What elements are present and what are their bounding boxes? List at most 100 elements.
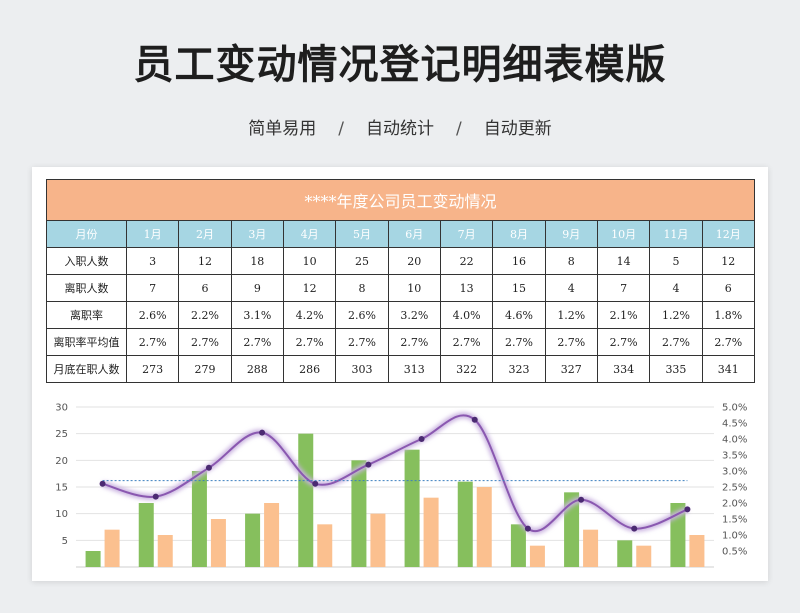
table-cell[interactable]: 15 [492,274,546,302]
table-cell[interactable]: 2.7% [596,328,651,356]
table-cell[interactable]: 16 [492,247,546,275]
rate-point[interactable] [99,480,106,487]
table-cell[interactable]: 334 [596,355,651,383]
table-cell[interactable]: 322 [439,355,494,383]
table-cell[interactable]: 2.7% [125,328,180,356]
table-cell[interactable]: 25 [335,247,389,275]
table-cell[interactable]: 12 [178,247,232,275]
table-cell[interactable]: 2.2% [178,301,232,329]
table-cell[interactable]: 2.7% [701,328,755,356]
hire-bar[interactable] [298,433,314,567]
month-header-label[interactable]: 月份 [46,220,127,248]
leave-bar[interactable] [157,535,173,567]
table-cell[interactable]: 2.7% [649,328,703,356]
row-label[interactable]: 离职率 [46,301,127,329]
row-label[interactable]: 离职人数 [46,274,127,302]
hire-bar[interactable] [564,492,580,567]
month-header-cell[interactable]: 7月 [439,220,494,248]
month-header-cell[interactable]: 12月 [701,220,755,248]
month-header-cell[interactable]: 10月 [596,220,651,248]
table-cell[interactable]: 3 [125,247,180,275]
table-cell[interactable]: 8 [544,247,598,275]
table-cell[interactable]: 286 [282,355,337,383]
leave-bar[interactable] [529,545,545,567]
rate-point[interactable] [578,496,585,503]
row-label[interactable]: 离职率平均值 [46,328,127,356]
table-cell[interactable]: 20 [387,247,441,275]
table-cell[interactable]: 5 [649,247,703,275]
table-cell[interactable]: 323 [492,355,546,383]
table-cell[interactable]: 12 [282,274,337,302]
table-cell[interactable]: 22 [439,247,494,275]
leave-bar[interactable] [583,529,599,567]
table-cell[interactable]: 3.2% [387,301,441,329]
month-header-cell[interactable]: 4月 [282,220,337,248]
table-cell[interactable]: 8 [335,274,389,302]
hire-bar[interactable] [138,503,154,567]
month-header-cell[interactable]: 3月 [230,220,284,248]
table-cell[interactable]: 7 [125,274,180,302]
leave-bar[interactable] [689,535,705,567]
leave-bar[interactable] [423,497,439,567]
hire-bar[interactable] [245,513,261,567]
hire-bar[interactable] [457,481,473,567]
month-header-cell[interactable]: 6月 [387,220,441,248]
rate-point[interactable] [471,416,478,423]
table-cell[interactable]: 7 [596,274,651,302]
rate-point[interactable] [259,429,266,436]
table-cell[interactable]: 12 [701,247,755,275]
table-cell[interactable]: 2.7% [178,328,232,356]
table-cell[interactable]: 313 [387,355,441,383]
leave-bar[interactable] [636,545,652,567]
row-label[interactable]: 入职人数 [46,247,127,275]
table-cell[interactable]: 2.1% [596,301,651,329]
leave-bar[interactable] [476,487,492,567]
table-cell[interactable]: 2.7% [439,328,494,356]
month-header-cell[interactable]: 8月 [492,220,546,248]
table-cell[interactable]: 14 [596,247,651,275]
rate-point[interactable] [365,461,372,468]
rate-point[interactable] [205,464,212,471]
leave-bar[interactable] [370,513,386,567]
month-header-cell[interactable]: 1月 [125,220,180,248]
table-cell[interactable]: 2.6% [335,301,389,329]
table-cell[interactable]: 4 [649,274,703,302]
leave-bar[interactable] [104,529,120,567]
table-cell[interactable]: 335 [649,355,703,383]
leave-bar[interactable] [264,503,280,567]
table-cell[interactable]: 2.7% [230,328,284,356]
table-cell[interactable]: 2.6% [125,301,180,329]
month-header-cell[interactable]: 2月 [178,220,232,248]
rate-point[interactable] [684,506,691,513]
rate-point[interactable] [631,525,638,532]
table-cell[interactable]: 341 [701,355,755,383]
hire-bar[interactable] [510,524,526,567]
table-cell[interactable]: 3.1% [230,301,284,329]
table-cell[interactable]: 327 [544,355,598,383]
hire-bar[interactable] [404,449,420,567]
leave-bar[interactable] [210,519,226,567]
table-cell[interactable]: 4 [544,274,598,302]
table-cell[interactable]: 2.7% [492,328,546,356]
table-cell[interactable]: 2.7% [544,328,598,356]
hire-bar[interactable] [191,471,207,567]
table-cell[interactable]: 303 [335,355,389,383]
row-label[interactable]: 月底在职人数 [46,355,127,383]
table-cell[interactable]: 18 [230,247,284,275]
table-cell[interactable]: 2.7% [335,328,389,356]
table-cell[interactable]: 1.2% [649,301,703,329]
table-cell[interactable]: 6 [701,274,755,302]
table-cell[interactable]: 10 [282,247,337,275]
table-cell[interactable]: 1.8% [701,301,755,329]
table-cell[interactable]: 4.6% [492,301,546,329]
rate-point[interactable] [152,493,159,500]
table-cell[interactable]: 9 [230,274,284,302]
table-cell[interactable]: 288 [230,355,284,383]
month-header-cell[interactable]: 5月 [335,220,389,248]
month-header-cell[interactable]: 11月 [649,220,703,248]
table-cell[interactable]: 6 [178,274,232,302]
table-cell[interactable]: 10 [387,274,441,302]
table-cell[interactable]: 1.2% [544,301,598,329]
table-cell[interactable]: 4.0% [439,301,494,329]
rate-point[interactable] [418,436,425,442]
